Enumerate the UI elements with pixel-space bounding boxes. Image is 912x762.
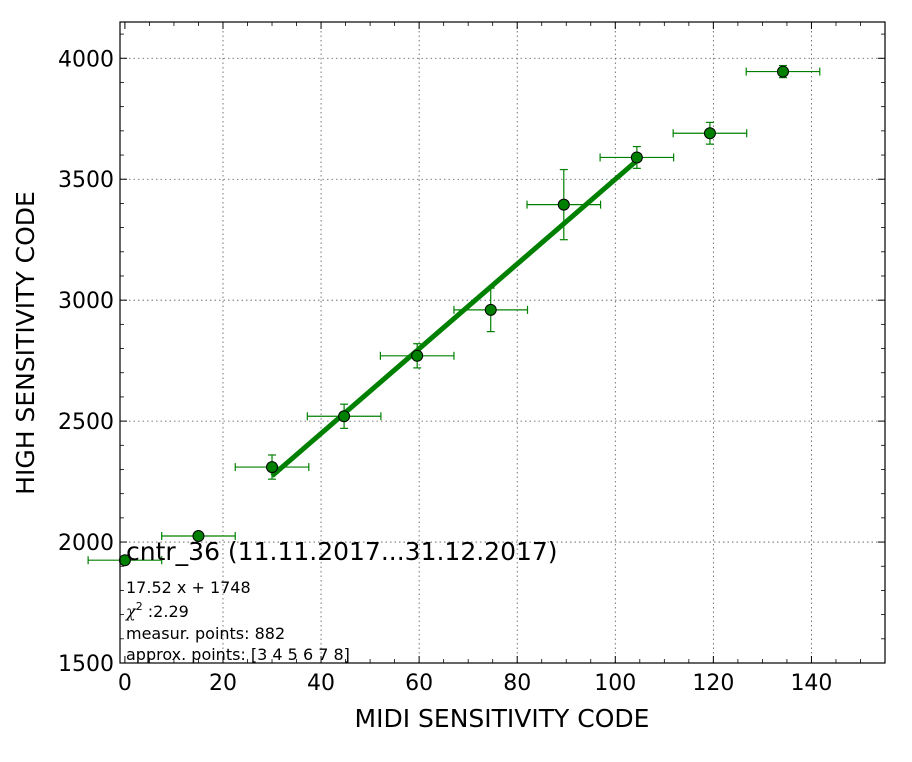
y-tick-label: 1500 [58,652,114,677]
data-point [703,127,716,140]
error-bars [87,64,821,565]
annotation-equation: 17.52 x + 1748 [126,578,251,597]
y-tick-label: 2000 [58,531,114,556]
fit-line [270,158,639,478]
x-tick-label: 120 [692,671,734,696]
data-point [192,530,205,543]
x-tick-label: 100 [594,671,636,696]
chi2-power: 2 [136,600,143,613]
grid [120,22,885,663]
y-tick-label: 4000 [58,47,114,72]
data-point [630,151,643,164]
plot-frame [119,21,886,664]
annotation-chi2: χ2 :2.29 [125,600,189,621]
x-tick-label: 20 [209,671,237,696]
annotation-measur-points: measur. points: 882 [126,624,285,643]
x-tick-label: 140 [790,671,832,696]
y-tick-label: 3000 [58,289,114,314]
y-tick-label: 2500 [58,410,114,435]
data-point [557,198,570,211]
data-point [338,410,351,423]
data-point [777,65,789,78]
y-axis-label: HIGH SENSITIVITY CODE [11,191,40,495]
chi2-symbol: χ [125,602,137,621]
data-point [484,303,497,316]
y-tick-label: 3500 [58,168,114,193]
data-point [411,349,424,362]
x-tick-label: 40 [307,671,335,696]
x-tick-label: 60 [405,671,433,696]
annotation-block: cntr_36 (11.11.2017...31.12.2017) 17.52 … [125,537,558,664]
x-axis-label: MIDI SENSITIVITY CODE [355,704,650,733]
annotation-approx-points: approx. points: [3 4 5 6 7 8] [126,645,350,664]
chi2-value: :2.29 [143,602,189,621]
annotation-title: cntr_36 (11.11.2017...31.12.2017) [126,537,558,566]
data-points [118,65,789,567]
fit-layer [270,158,639,478]
data-point [266,461,279,474]
x-tick-label: 0 [118,671,132,696]
x-tick-label: 80 [503,671,531,696]
